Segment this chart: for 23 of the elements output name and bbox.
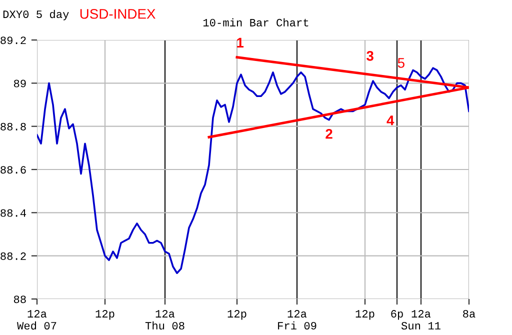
y-tick-label: 89: [14, 80, 26, 88]
y-tick-label: 88.2: [0, 252, 26, 260]
x-tick-label: 12a Fri 09: [278, 310, 316, 330]
annotation: 1: [237, 38, 244, 48]
x-tick-label: 12a Wed 07: [16, 310, 56, 330]
y-tick-label: 88.4: [0, 209, 26, 217]
annotation: 3: [366, 50, 374, 61]
y-tick-label: 88.8: [0, 122, 26, 130]
annotation: 5: [398, 58, 404, 68]
chart-title: USD-INDEX: [80, 8, 156, 19]
x-tick-label: 12p: [356, 310, 374, 320]
x-tick-label: 6p: [391, 310, 403, 320]
y-tick-label: 88: [14, 296, 26, 304]
x-tick-label: 8a: [463, 310, 476, 318]
text: DXY0 5 day: [3, 10, 69, 20]
y-tick-label: 88.6: [0, 166, 26, 174]
x-tick-label: 12p: [228, 310, 246, 320]
annotation: 2: [326, 128, 332, 139]
annotation: 4: [386, 116, 394, 126]
chart-subtitle: 10-min Bar Chart: [203, 18, 308, 26]
x-tick-label: 12p: [96, 310, 114, 320]
y-tick-label: 89.2: [0, 36, 26, 44]
x-tick-label: 12a Thu 08: [145, 310, 184, 330]
